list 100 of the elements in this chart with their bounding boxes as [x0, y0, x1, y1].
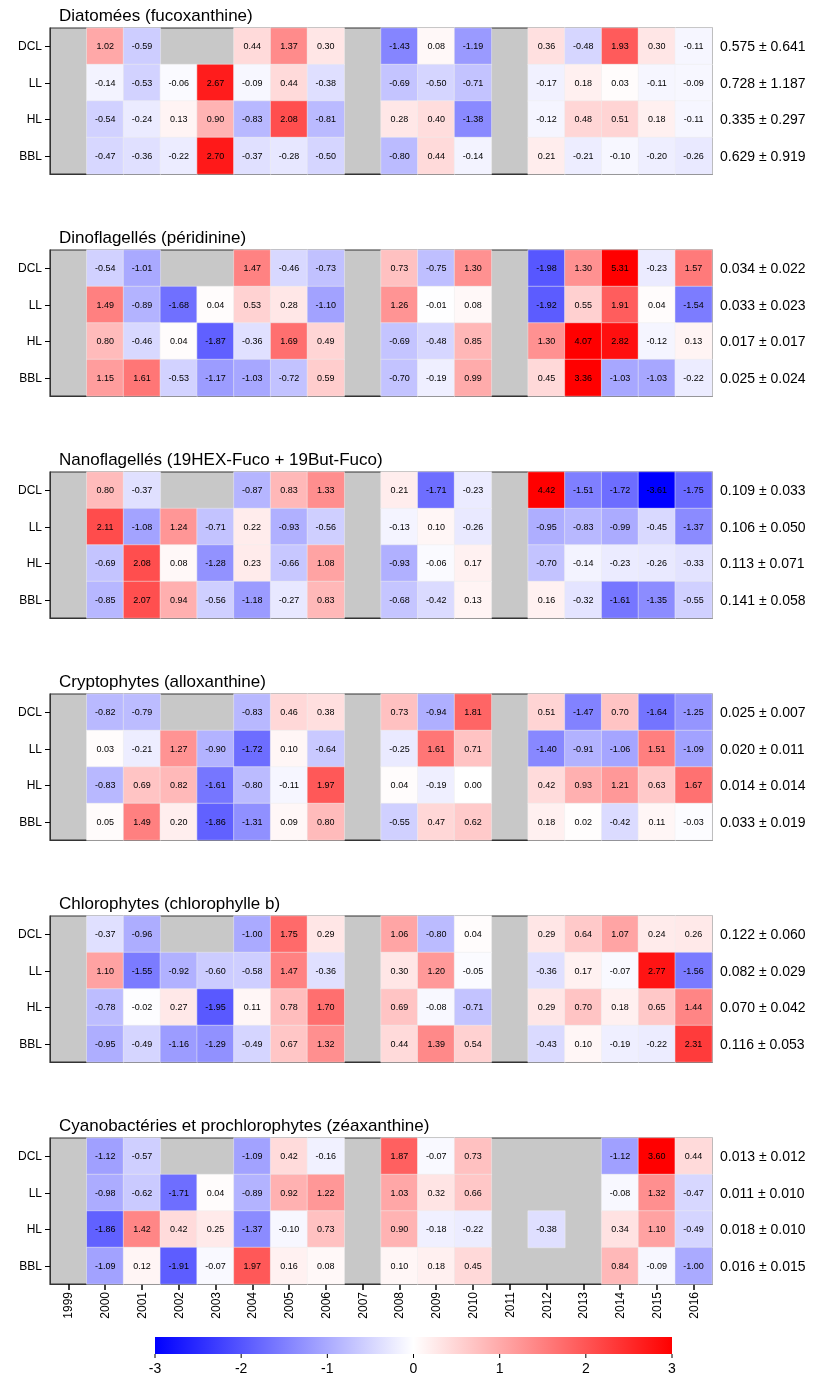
y2-tick-label: 0.014 ± 0.014	[720, 777, 806, 794]
y-tick-label: HL	[26, 778, 43, 793]
data-label: -0.11	[683, 41, 704, 52]
data-label: 0.53	[243, 299, 262, 310]
data-label: -1.08	[131, 521, 153, 532]
data-label: 3.60	[648, 1151, 666, 1162]
data-label: -0.24	[131, 114, 153, 125]
data-label: 0.69	[133, 780, 151, 791]
data-label: 0.32	[427, 1187, 445, 1198]
data-label: -1.38	[462, 114, 484, 125]
data-label: -1.86	[94, 1224, 116, 1235]
data-label: -0.85	[94, 594, 116, 605]
data-label: -1.37	[242, 1224, 263, 1235]
data-label: 0.73	[317, 1224, 335, 1235]
data-label: 0.18	[648, 114, 666, 125]
data-label: -1.00	[242, 929, 263, 940]
data-label: 0.21	[390, 485, 409, 496]
x-tick-label: 2005	[282, 1291, 297, 1319]
data-label: 0.45	[537, 372, 556, 383]
data-label: 0.29	[537, 1002, 556, 1013]
data-label: 0.22	[243, 521, 262, 532]
data-label: 0.03	[611, 77, 629, 88]
data-label: -0.79	[131, 707, 153, 718]
data-label: 1.97	[243, 1260, 262, 1271]
data-label: -0.56	[315, 521, 337, 532]
data-label: 1.10	[96, 965, 114, 976]
data-label: 0.80	[96, 336, 114, 347]
data-label: -1.03	[646, 372, 668, 383]
data-label: 0.10	[280, 743, 298, 754]
data-label: 0.30	[648, 41, 666, 52]
data-label: 4.42	[537, 485, 556, 496]
data-label: 0.63	[648, 780, 666, 791]
y-tick-label: DCL	[17, 261, 43, 276]
data-label: 0.30	[390, 965, 409, 976]
data-label: 0.13	[464, 594, 482, 605]
data-label: -0.47	[94, 150, 116, 161]
data-label: 4.07	[574, 336, 593, 347]
data-label: 0.28	[390, 114, 409, 125]
data-label: 1.26	[390, 299, 409, 310]
data-label: 0.13	[684, 336, 703, 347]
data-label: 0.08	[464, 299, 482, 310]
data-label: -1.12	[94, 1151, 116, 1162]
data-label: -0.80	[242, 780, 263, 791]
data-label: -0.46	[131, 336, 153, 347]
y2-tick-label: 0.025 ± 0.024	[720, 369, 806, 386]
data-label: 0.10	[574, 1038, 593, 1049]
data-label: 0.65	[648, 1002, 666, 1013]
data-label: -1.47	[573, 707, 594, 718]
data-label: -1.55	[131, 965, 153, 976]
data-label: -0.19	[609, 1038, 631, 1049]
data-label: -1.92	[536, 299, 557, 310]
data-label: 0.42	[169, 1224, 188, 1235]
data-label: -1.71	[425, 485, 447, 496]
data-label: 0.78	[280, 1002, 298, 1013]
data-label: 0.70	[611, 707, 629, 718]
data-label: 0.13	[169, 114, 188, 125]
data-label: 1.06	[390, 929, 409, 940]
x-tick-label: 2004	[245, 1291, 260, 1319]
data-label: 0.29	[537, 929, 556, 940]
data-label: -0.89	[242, 1187, 263, 1198]
data-label: -0.69	[389, 336, 410, 347]
data-label: -1.09	[94, 1260, 116, 1271]
data-label: 0.02	[574, 816, 593, 827]
data-label: -0.14	[462, 150, 484, 161]
data-label: 1.03	[390, 1187, 409, 1198]
data-label: 0.55	[574, 299, 593, 310]
data-label: -0.10	[278, 1224, 300, 1235]
chart-title: Chlorophytes (chlorophylle b)	[59, 894, 281, 913]
data-label: 1.81	[464, 707, 482, 718]
data-label: 2.08	[133, 558, 151, 569]
data-label: 0.46	[280, 707, 298, 718]
x-tick-label: 1999	[61, 1291, 76, 1319]
data-label: 0.10	[427, 521, 445, 532]
data-label: 1.49	[133, 816, 151, 827]
x-tick-label: 2012	[539, 1291, 554, 1319]
data-label: -0.54	[94, 263, 116, 274]
data-label: -1.95	[205, 1002, 226, 1013]
data-label: -0.95	[94, 1038, 116, 1049]
data-label: 0.44	[684, 1151, 703, 1162]
y-tick-label: HL	[26, 1222, 43, 1237]
data-label: 0.80	[317, 816, 335, 827]
data-label: 1.21	[611, 780, 629, 791]
data-label: -1.25	[683, 707, 704, 718]
data-label: -0.47	[683, 1187, 704, 1198]
data-label: -0.16	[315, 1151, 337, 1162]
y-tick-label: BBL	[19, 1258, 43, 1273]
data-label: -0.69	[389, 77, 410, 88]
data-label: -0.37	[131, 485, 153, 496]
data-label: 0.94	[169, 594, 188, 605]
data-label: -0.60	[205, 965, 226, 976]
data-label: -1.64	[646, 707, 668, 718]
data-label: -0.07	[425, 1151, 447, 1162]
color-bar-label: -3	[148, 1360, 162, 1376]
data-label: -0.98	[94, 1187, 116, 1198]
data-label: 1.75	[280, 929, 298, 940]
data-label: -0.81	[315, 114, 337, 125]
data-label: 0.25	[206, 1224, 225, 1235]
y2-tick-label: 0.013 ± 0.012	[720, 1148, 806, 1165]
data-label: -1.06	[609, 743, 631, 754]
data-label: -1.19	[462, 41, 484, 52]
